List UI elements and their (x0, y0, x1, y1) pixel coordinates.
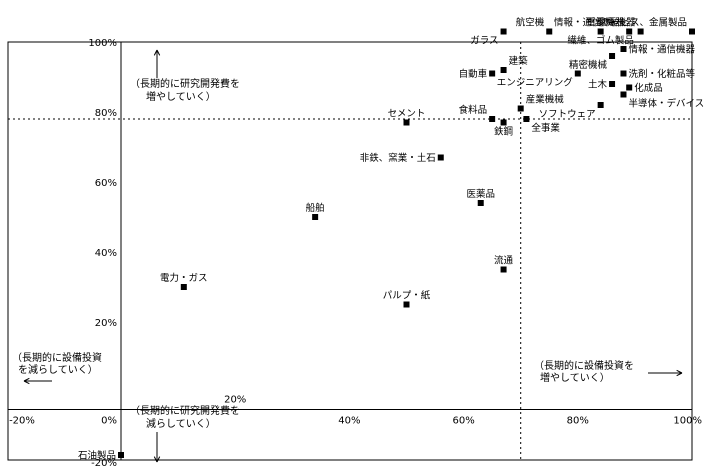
data-point (477, 200, 484, 206)
point-label: 非鉄、窯業・土石 (360, 152, 436, 164)
point-label: 食料品 (459, 104, 488, 116)
x-tick-label: 0% (101, 416, 117, 427)
data-point (489, 116, 496, 122)
data-point (180, 284, 187, 290)
annotations: 20%（長期的に研究開発費を増やしていく）（長期的に研究開発費を減らしていく）（… (12, 49, 683, 463)
x-tick-label: 100% (673, 416, 702, 427)
data-point (626, 84, 633, 91)
point-label: 精密機械 (569, 59, 608, 71)
rd-down-annotation-line2: 減らしていく） (146, 417, 216, 430)
point-label: 流通 (494, 255, 514, 267)
capex-down-annotation-line1: （長期的に設備投資 (12, 351, 102, 364)
point-label: 洗剤・化粧品等 (628, 68, 695, 80)
point-label: 航空機 (516, 17, 545, 29)
data-point (626, 28, 633, 35)
rd-down-arrow-head (153, 456, 161, 463)
y-tick-label: 40% (95, 248, 117, 259)
rd-down-annotation-line1: （長期的に研究開発費を (130, 404, 240, 417)
data-point (620, 70, 627, 77)
data-point (609, 53, 616, 59)
data-point (403, 301, 410, 308)
point-label: 繊維、ゴム製品 (567, 35, 634, 47)
point-label: 半導体・デバイス (628, 98, 704, 110)
capex-down-arrow-head (23, 377, 30, 385)
point-label: エンジニアリング (497, 77, 574, 89)
point-label: 船舶 (306, 202, 325, 214)
data-point (500, 119, 507, 126)
data-point (689, 28, 695, 35)
point-label: 家電機器 (598, 17, 637, 29)
y-tick-label: 100% (88, 38, 117, 49)
plot-frame (7, 41, 693, 461)
data-point (637, 28, 644, 35)
data-point (118, 452, 124, 458)
point-label: ソフトウェア (539, 109, 596, 120)
point-label: 建築 (509, 55, 529, 67)
y-tick-label: 60% (95, 178, 117, 189)
data-point (500, 67, 507, 73)
data-point (574, 70, 581, 77)
x-tick-label: -20% (9, 416, 35, 427)
data-point (500, 28, 507, 35)
rd-up-annotation-line2: 増やしていく） (146, 90, 216, 103)
tick-labels: -20% 0% 20% 40% 60% 80% 100% -20% 20% 40% 60% 80% 10… (9, 38, 702, 469)
data-point (597, 28, 604, 35)
inner-tick-label: 20% (224, 395, 246, 406)
data-point (489, 70, 496, 77)
x-tick-label: 40% (338, 416, 360, 427)
data-point (597, 102, 604, 108)
capex-up-arrow-head (676, 369, 683, 377)
data-point (546, 28, 553, 35)
capex-up-annotation-line2: 増やしていく） (540, 371, 610, 384)
point-label: 情報・通信機器 (628, 44, 695, 56)
data-point (437, 154, 444, 161)
point-label: 電力・ガス (160, 272, 208, 284)
data-point (500, 266, 507, 273)
rd-up-annotation-line1: （長期的に研究開発費を (130, 77, 240, 90)
point-label: 産業機械 (526, 94, 565, 106)
data-point (523, 116, 530, 122)
point-label: パルプ・紙 (383, 290, 431, 302)
data-point (517, 105, 524, 112)
y-tick-label: 80% (95, 108, 117, 119)
data-point (609, 81, 616, 87)
data-point (403, 119, 410, 126)
plot-border (7, 41, 693, 461)
y-tick-label: 20% (95, 318, 117, 329)
capex-down-annotation-line2: を減らしていく） (18, 363, 98, 376)
data-point (312, 214, 319, 220)
point-label: 石油製品 (78, 450, 116, 462)
point-label: 自動車 (459, 68, 488, 80)
point-label: 土木 (588, 79, 608, 91)
point-label: 医薬品 (466, 188, 495, 200)
point-label: 情報・通信サービス、金属製品 (554, 17, 687, 29)
y-tick-label: -20% (91, 458, 117, 469)
point-label: セメント (388, 109, 426, 120)
data-point (620, 91, 627, 98)
point-label: 鉄鋼 (494, 126, 513, 138)
capex-up-annotation-line1: （長期的に設備投資を (534, 359, 634, 372)
x-tick-label: 80% (567, 416, 589, 427)
rd-up-arrow-head (153, 49, 161, 56)
point-label: 全事業 (531, 122, 560, 134)
point-label: 重電機器 (586, 17, 625, 29)
point-label: ガラス (470, 36, 498, 47)
point-label: 化成品 (634, 82, 663, 94)
data-point (620, 46, 627, 52)
x-tick-label: 60% (452, 416, 474, 427)
